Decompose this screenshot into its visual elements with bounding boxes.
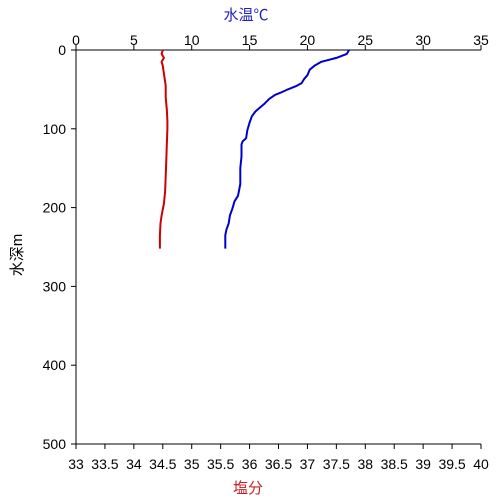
top-tick-label: 25 (357, 32, 373, 48)
bottom-tick-label: 34.5 (149, 456, 176, 472)
bottom-tick-label: 34 (126, 456, 142, 472)
left-tick-label: 400 (43, 357, 67, 373)
bottom-tick-label: 38 (357, 456, 373, 472)
top-axis-ticks: 0 5 10 15 20 25 30 35 (72, 32, 489, 50)
bottom-axis-title: 塩分 (233, 480, 263, 497)
series-layer (158, 49, 350, 249)
bottom-tick-label: 38.5 (381, 456, 408, 472)
plot-frame (75, 49, 481, 445)
top-tick-label: 15 (242, 32, 258, 48)
top-tick-label: 0 (72, 32, 80, 48)
temperature-profile-line (224, 49, 350, 249)
bottom-tick-label: 36 (242, 456, 258, 472)
left-axis-ticks: 0 100 200 300 400 500 (43, 42, 76, 452)
bottom-axis-ticks: 33 33.5 34 34.5 35 35.5 36 36.5 37 37.5 38 38.5 39 39… (68, 444, 489, 472)
left-tick-label: 300 (43, 278, 67, 294)
bottom-tick-label: 39.5 (438, 456, 465, 472)
top-tick-label: 10 (184, 32, 200, 48)
top-tick-label: 30 (415, 32, 431, 48)
left-tick-label: 100 (43, 121, 67, 137)
top-axis-title: 水温℃ (223, 7, 268, 24)
left-tick-label: 0 (58, 42, 66, 58)
top-tick-label: 35 (473, 32, 489, 48)
bottom-tick-label: 35 (184, 456, 200, 472)
left-tick-label: 200 (43, 200, 67, 216)
left-axis-title: 水深m (9, 234, 26, 277)
top-tick-label: 20 (300, 32, 316, 48)
bottom-tick-label: 33.5 (91, 456, 118, 472)
left-tick-label: 500 (43, 436, 67, 452)
bottom-tick-label: 35.5 (207, 456, 234, 472)
salinity-profile-line (158, 49, 169, 249)
top-tick-label: 5 (130, 32, 138, 48)
bottom-tick-label: 33 (68, 456, 84, 472)
bottom-tick-label: 39 (415, 456, 431, 472)
bottom-tick-label: 37 (300, 456, 316, 472)
bottom-tick-label: 40 (473, 456, 489, 472)
bottom-tick-label: 37.5 (323, 456, 350, 472)
bottom-tick-label: 36.5 (265, 456, 292, 472)
